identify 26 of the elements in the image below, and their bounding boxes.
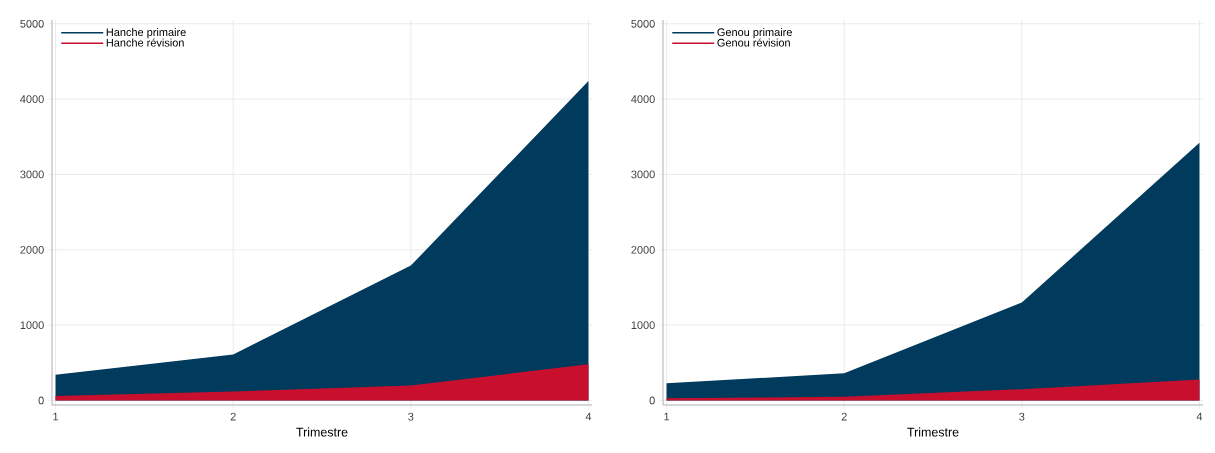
y-tick-label: 0 [649, 396, 655, 405]
legend-label: Genou primaire [717, 28, 792, 39]
y-tick-label: 4000 [20, 95, 44, 103]
x-tick-label: 4 [1196, 412, 1203, 421]
x-tick-label: 2 [230, 412, 236, 421]
x-axis-title: Trimestre [907, 427, 959, 437]
x-tick-label: 2 [841, 412, 847, 421]
y-tick-label: 5000 [20, 19, 44, 28]
y-tick-label: 2000 [631, 245, 655, 254]
y-tick-label: 5000 [631, 19, 655, 28]
y-tick-label: 1000 [631, 321, 655, 330]
x-tick-label: 3 [408, 412, 414, 421]
y-tick-label: 4000 [631, 95, 655, 103]
legend-label: Genou révision [717, 38, 790, 47]
y-tick-label: 3000 [631, 170, 655, 179]
y-tick-label: 0 [38, 396, 44, 405]
y-tick-label: 3000 [20, 170, 44, 179]
y-tick-label: 1000 [20, 321, 44, 330]
y-tick-label: 2000 [20, 245, 44, 254]
x-tick-label: 1 [664, 412, 670, 421]
x-tick-label: 1 [53, 412, 59, 421]
x-tick-label: 4 [585, 412, 592, 421]
x-axis-title: Trimestre [296, 427, 348, 437]
legend-label: Hanche révision [106, 38, 184, 47]
legend-label: Hanche primaire [106, 28, 186, 39]
x-tick-label: 3 [1019, 412, 1025, 421]
